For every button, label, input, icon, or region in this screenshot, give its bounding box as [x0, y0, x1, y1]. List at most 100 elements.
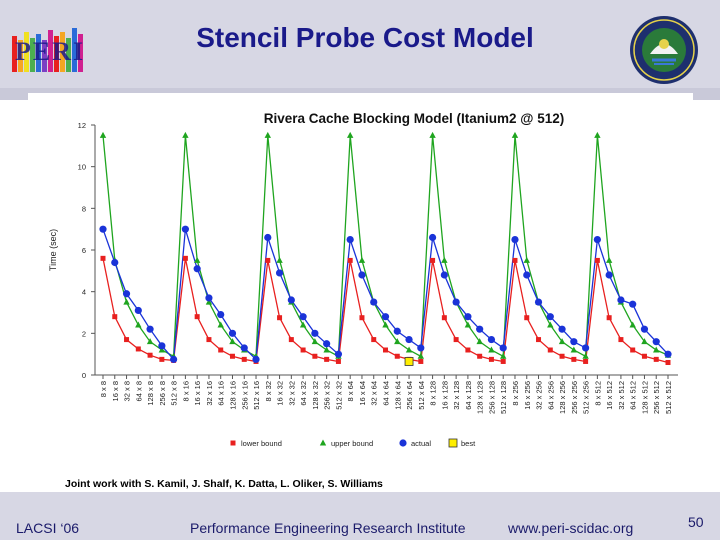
actual-point: [605, 271, 613, 279]
x-tick-label: 128 x 8: [146, 381, 155, 406]
actual-point: [146, 325, 154, 333]
x-tick-label: 256 x 64: [405, 381, 414, 410]
x-tick-label: 32 x 256: [535, 381, 544, 410]
y-tick-label: 2: [82, 329, 86, 338]
lower-bound-point: [218, 347, 224, 353]
x-tick-label: 512 x 16: [252, 381, 261, 410]
x-tick-label: 64 x 8: [134, 381, 143, 401]
actual-point: [264, 233, 272, 242]
actual-point: [629, 300, 637, 308]
actual-point: [158, 342, 166, 350]
lower-bound-point: [124, 337, 130, 343]
lower-bound-point: [547, 347, 553, 353]
x-tick-label: 16 x 32: [276, 381, 285, 406]
actual-point: [170, 355, 178, 363]
actual-point: [405, 335, 413, 344]
upper-bound-point: [311, 338, 319, 345]
chart-legend: lower bound upper bound actual best: [230, 438, 476, 448]
header-bar: [0, 0, 720, 100]
actual-point: [311, 329, 319, 337]
x-tick-label: 16 x 64: [358, 381, 367, 406]
lower-bound-point: [300, 347, 306, 353]
x-tick-label: 128 x 256: [558, 381, 567, 414]
upper-bound-point: [488, 346, 495, 353]
upper-bound-point: [511, 131, 519, 138]
x-tick-label: 128 x 512: [640, 381, 649, 414]
x-tick-label: 16 x 16: [193, 381, 202, 406]
lower-bound-point: [347, 257, 353, 263]
lower-bound-point: [430, 257, 436, 263]
lower-bound-point: [618, 337, 624, 343]
upper-bound-point: [429, 131, 436, 138]
x-tick-label: 64 x 32: [299, 381, 308, 406]
upper-bound-point: [394, 338, 401, 345]
lower-bound-point: [182, 255, 188, 261]
upper-bound-point: [323, 346, 330, 353]
lower-bound-point: [359, 315, 365, 321]
x-tick-label: 512 x 256: [582, 381, 591, 414]
x-tick-label: 8 x 128: [429, 381, 438, 406]
actual-point: [582, 344, 590, 352]
x-tick-label: 32 x 16: [205, 381, 214, 406]
x-tick-label: 64 x 128: [464, 381, 473, 410]
actual-point: [499, 344, 507, 352]
slide-title: Stencil Probe Cost Model: [196, 22, 534, 53]
y-tick-label: 4: [82, 288, 86, 297]
actual-point: [511, 235, 519, 244]
x-tick-label: 128 x 128: [476, 381, 485, 414]
upper-bound-point: [299, 321, 307, 328]
upper-bound-point: [476, 338, 483, 345]
x-tick-label: 512 x 32: [334, 381, 343, 410]
upper-bound-point: [123, 298, 130, 305]
upper-bound-point: [641, 338, 648, 345]
lower-bound-point: [583, 358, 589, 364]
upper-bound-point: [629, 321, 636, 328]
cache-blocking-chart: Rivera Cache Blocking Model (Itanium2 @ …: [48, 111, 678, 448]
actual-point: [640, 325, 649, 333]
x-tick-label: 16 x 128: [440, 381, 449, 410]
lower-bound-point: [147, 352, 153, 358]
x-tick-label: 32 x 32: [287, 381, 296, 406]
upper-bound-legend-label: upper bound: [331, 439, 373, 448]
actual-point: [205, 294, 213, 302]
actual-point: [299, 313, 307, 321]
upper-bound-point: [441, 256, 448, 263]
upper-bound-point: [146, 338, 154, 345]
actual-legend-marker: [399, 439, 407, 447]
lower-bound-point: [335, 358, 341, 364]
lower-bound-point: [536, 337, 542, 343]
lower-bound-point: [383, 347, 388, 353]
actual-point: [358, 271, 366, 279]
upper-bound-point: [135, 321, 142, 328]
upper-bound-legend-marker: [319, 439, 327, 446]
chart-frame: [94, 125, 678, 376]
lower-bound-point: [559, 353, 565, 359]
lower-bound-point: [571, 356, 577, 362]
lower-bound-point: [465, 347, 471, 353]
x-tick-label: 64 x 512: [629, 381, 638, 410]
x-tick-label: 16 x 256: [523, 381, 532, 410]
actual-point: [452, 298, 460, 306]
x-tick-label: 256 x 8: [158, 381, 167, 406]
lower-bound-point: [288, 337, 294, 343]
footer-website: www.peri-scidac.org: [508, 520, 634, 536]
lower-bound-point: [441, 315, 447, 321]
actual-point: [558, 325, 566, 333]
x-tick-label: 8 x 256: [511, 381, 520, 406]
x-tick-label: 8 x 64: [346, 381, 355, 401]
lower-bound-point: [277, 315, 283, 321]
upper-bound-point: [382, 321, 389, 328]
y-axis-label: Time (sec): [48, 229, 58, 271]
actual-point: [617, 296, 625, 304]
x-tick-label: 128 x 32: [311, 381, 320, 410]
upper-bound-point: [500, 352, 507, 359]
x-tick-label: 32 x 512: [617, 381, 626, 410]
x-tick-label: 256 x 32: [323, 381, 332, 410]
footer-page-number: 50: [688, 514, 704, 530]
lower-bound-point: [394, 353, 400, 359]
actual-point: [228, 329, 237, 337]
lower-bound-point: [606, 315, 612, 321]
x-tick-label: 64 x 256: [546, 381, 555, 410]
lower-bound-point: [500, 358, 506, 364]
y-tick-label: 0: [82, 371, 86, 380]
